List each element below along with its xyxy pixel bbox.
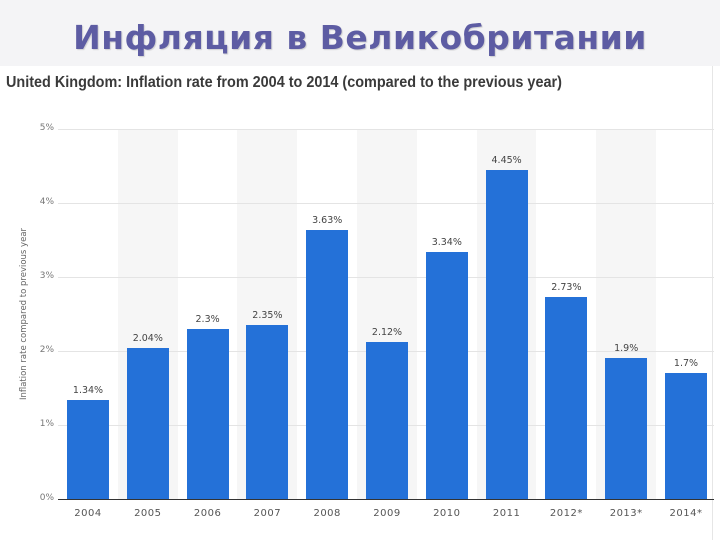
x-axis-line bbox=[58, 499, 714, 500]
value-label: 2.3% bbox=[195, 313, 220, 325]
y-tick-label: 1% bbox=[39, 419, 54, 429]
x-tick-label: 2004 bbox=[74, 508, 102, 519]
y-tick-label: 2% bbox=[39, 345, 54, 355]
bar-2008 bbox=[306, 230, 349, 499]
gridline bbox=[58, 203, 714, 204]
value-label: 1.34% bbox=[72, 384, 104, 396]
value-label: 4.45% bbox=[491, 154, 522, 166]
bar-2007 bbox=[246, 325, 289, 499]
y-tick-label: 4% bbox=[39, 197, 54, 207]
bar-2005 bbox=[126, 348, 169, 499]
bar-2004 bbox=[67, 399, 109, 499]
value-label: 1.9% bbox=[614, 343, 639, 355]
x-tick-label: 2010 bbox=[433, 508, 461, 519]
bar-2013* bbox=[605, 358, 648, 499]
bar-2009 bbox=[366, 342, 408, 499]
y-axis-label: Inflation rate compared to previous year bbox=[19, 227, 29, 401]
bar-2010 bbox=[425, 251, 468, 499]
x-tick-label: 2011 bbox=[492, 508, 521, 519]
slide-title: Инфляция в Великобритании bbox=[73, 18, 647, 57]
value-label: 3.63% bbox=[312, 215, 343, 227]
slide-header: Инфляция в Великобритании bbox=[0, 0, 720, 66]
y-tick-label: 3% bbox=[39, 271, 54, 281]
x-tick-label: 2013* bbox=[609, 508, 643, 519]
value-label: 2.35% bbox=[252, 310, 283, 322]
gridline bbox=[58, 277, 714, 278]
y-tick-label: 5% bbox=[39, 123, 54, 133]
x-tick-label: 2009 bbox=[373, 508, 401, 519]
value-label: 2.04% bbox=[132, 333, 163, 345]
value-label: 2.73% bbox=[551, 281, 582, 293]
value-label: 3.34% bbox=[431, 236, 462, 248]
chart-title: United Kingdom: Inflation rate from 2004… bbox=[6, 74, 562, 91]
bar-2012* bbox=[545, 296, 588, 499]
gridline bbox=[58, 129, 714, 130]
bar-2014* bbox=[665, 373, 707, 499]
bar-2006 bbox=[186, 328, 229, 499]
value-label: 2.12% bbox=[371, 327, 403, 339]
bar-2011 bbox=[485, 169, 528, 499]
value-label: 1.7% bbox=[673, 358, 699, 370]
x-tick-label: 2005 bbox=[134, 508, 162, 519]
x-tick-label: 2008 bbox=[313, 508, 341, 519]
x-tick-label: 2014* bbox=[669, 508, 703, 519]
x-tick-label: 2006 bbox=[193, 508, 222, 519]
x-tick-label: 2012* bbox=[549, 508, 583, 519]
y-tick-label: 0% bbox=[39, 493, 54, 503]
x-tick-label: 2007 bbox=[253, 508, 282, 519]
